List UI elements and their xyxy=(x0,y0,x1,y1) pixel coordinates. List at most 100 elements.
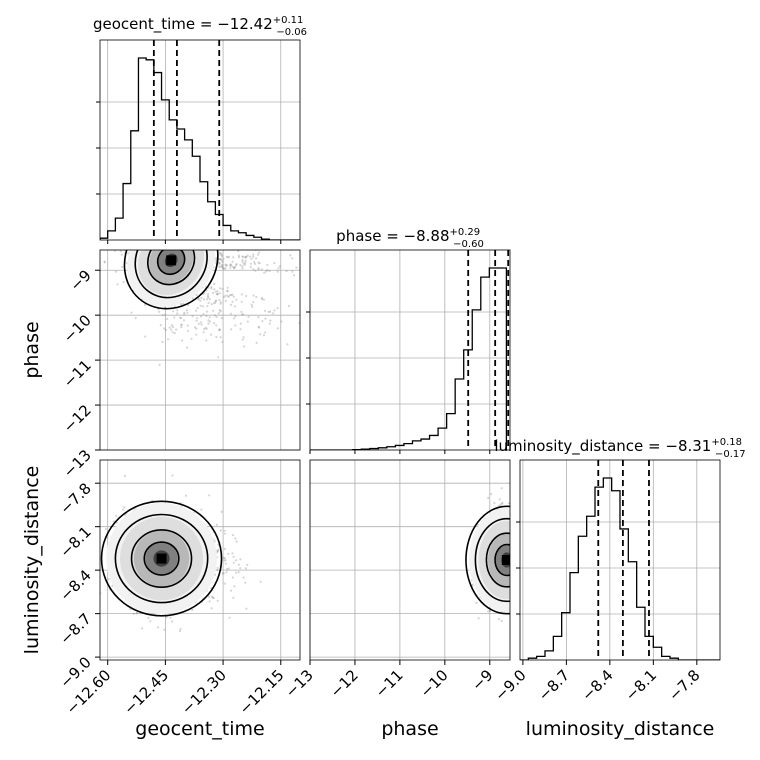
scatter-point xyxy=(152,248,154,250)
scatter-point xyxy=(153,244,155,246)
scatter-point xyxy=(152,246,154,248)
scatter-point xyxy=(255,257,258,260)
scatter-point xyxy=(148,245,150,247)
scatter-point xyxy=(213,288,216,291)
scatter-point xyxy=(514,531,516,533)
scatter-point xyxy=(194,326,197,329)
scatter-point xyxy=(147,243,149,245)
scatter-point xyxy=(227,552,230,556)
scatter-point xyxy=(172,247,174,249)
scatter-point xyxy=(218,265,221,268)
scatter-point xyxy=(123,474,127,477)
contour-0 xyxy=(100,500,223,617)
scatter-point xyxy=(217,261,220,264)
scatter-point xyxy=(225,264,228,267)
scatter-point xyxy=(245,255,248,259)
scatter-point xyxy=(512,569,514,571)
scatter-point xyxy=(262,334,266,337)
scatter-point xyxy=(516,563,518,565)
scatter-point xyxy=(513,558,515,560)
scatter-point xyxy=(163,246,165,248)
scatter-point xyxy=(226,289,229,293)
scatter-point xyxy=(180,323,183,326)
scatter-point xyxy=(513,548,515,550)
panel-frames xyxy=(99,39,721,661)
scatter-point xyxy=(200,323,203,326)
scatter-point xyxy=(148,244,150,246)
scatter-point xyxy=(518,578,520,580)
scatter-point xyxy=(202,331,205,334)
scatter-point xyxy=(210,607,213,610)
scatter-point xyxy=(237,254,240,257)
scatter-point xyxy=(90,263,92,265)
contour-0 xyxy=(123,250,219,310)
scatter-point xyxy=(512,578,514,580)
scatter-point xyxy=(234,324,237,327)
scatter-point xyxy=(172,245,174,247)
scatter-point xyxy=(153,246,155,248)
scatter-point xyxy=(510,560,512,562)
scatter-point xyxy=(515,549,517,551)
scatter-point xyxy=(269,319,272,322)
scatter-point xyxy=(124,246,126,248)
scatter-point xyxy=(255,341,258,344)
panel-backgrounds xyxy=(100,40,720,660)
scatter-point xyxy=(159,247,161,249)
scatter-point xyxy=(512,551,514,553)
scatter-point xyxy=(203,327,206,330)
scatter-point xyxy=(170,246,172,248)
scatter-point xyxy=(514,552,516,554)
scatter-point xyxy=(130,311,133,314)
ytick-label-luminosity_distance-4: −7.8 xyxy=(56,479,94,517)
scatter-point xyxy=(513,599,515,601)
scatter-point xyxy=(180,316,183,320)
scatter-point xyxy=(244,255,247,258)
scatter-point xyxy=(190,337,193,340)
scatter-point xyxy=(222,572,225,575)
scatter-point xyxy=(235,540,238,543)
scatter-point xyxy=(217,548,220,552)
scatter-point xyxy=(136,243,138,245)
scatter-point xyxy=(158,310,161,313)
scatter-point xyxy=(163,243,165,245)
scatter-point xyxy=(181,339,184,342)
scatter-point xyxy=(512,612,514,614)
scatter-point xyxy=(192,241,194,243)
scatter-point xyxy=(185,309,188,312)
scatter-point xyxy=(277,267,280,270)
scatter-point xyxy=(138,248,140,250)
scatter-point xyxy=(163,242,165,244)
scatter-point xyxy=(173,316,176,319)
scatter-point xyxy=(278,265,281,268)
scatter-point xyxy=(515,516,517,518)
scatter-point xyxy=(517,585,519,587)
scatter-point xyxy=(180,326,183,329)
scatter-point xyxy=(147,241,149,243)
scatter-point xyxy=(513,538,515,540)
scatter-point xyxy=(224,299,227,303)
scatter-point xyxy=(160,241,162,243)
contour-1 xyxy=(134,250,208,299)
scatter-point xyxy=(267,310,270,313)
scatter-point xyxy=(233,317,236,320)
scatter-point xyxy=(142,246,144,248)
scatter-point xyxy=(157,243,159,245)
scatter-point xyxy=(475,601,478,605)
scatter-point xyxy=(218,328,221,331)
scatter-point xyxy=(511,563,513,565)
scatter-point xyxy=(159,242,161,244)
scatter-point xyxy=(223,532,226,535)
scatter-point xyxy=(234,559,238,562)
scatter-point xyxy=(514,557,516,559)
scatter-point xyxy=(516,539,518,541)
scatter-point xyxy=(232,561,235,564)
scatter-point xyxy=(223,559,226,562)
scatter-point xyxy=(516,533,518,535)
scatter-point xyxy=(511,573,513,575)
scatter-point xyxy=(200,243,202,245)
scatter-point xyxy=(513,553,515,555)
scatter-point xyxy=(518,547,520,549)
scatter-point xyxy=(223,582,226,585)
scatter-point xyxy=(514,526,516,528)
scatter-point xyxy=(518,535,520,537)
